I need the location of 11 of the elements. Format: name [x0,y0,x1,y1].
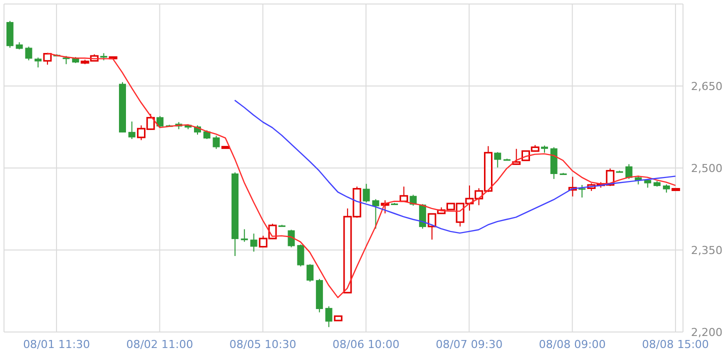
x-tick-label: 08/05 10:30 [229,338,296,351]
x-tick-label: 08/08 15:00 [642,338,709,351]
x-tick-label: 08/07 09:30 [436,338,503,351]
y-tick-label: 2,200 [691,326,722,339]
y-tick-label: 2,350 [691,244,722,257]
x-tick-label: 08/08 09:00 [538,338,606,351]
x-tick-label: 08/02 11:00 [126,338,194,351]
y-tick-label: 2,500 [691,162,722,175]
x-tick-label: 08/06 10:00 [332,338,400,351]
x-tick-label: 08/01 11:30 [23,338,90,351]
y-tick-label: 2,650 [691,80,722,93]
